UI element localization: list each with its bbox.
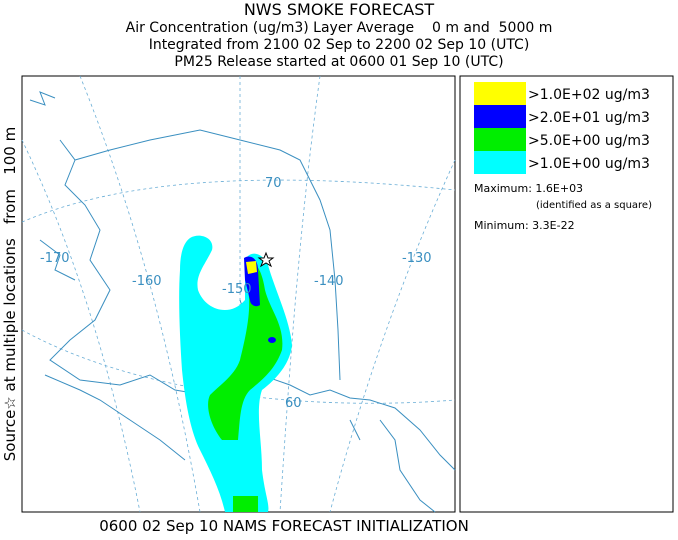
plume (233, 496, 258, 512)
legend-label: >2.0E+01 ug/m3 (528, 110, 650, 126)
plume (208, 261, 283, 440)
map-label: -140 (314, 274, 344, 289)
coastline (29, 91, 456, 513)
side-label: Source☆ at multiple locations from 100 m (1, 127, 19, 461)
map: -170 -160 -150 -140 -130 70 60 (21, 75, 456, 513)
subtitle: PM25 Release started at 0600 01 Sep 10 (… (174, 54, 503, 70)
source-star (257, 251, 275, 268)
map-label: 70 (265, 176, 282, 191)
legend-label: >1.0E+02 ug/m3 (528, 87, 650, 103)
title: NWS SMOKE FORECAST (244, 0, 435, 19)
legend-swatch (474, 128, 526, 151)
legend-swatch (474, 82, 526, 105)
map-label: -150 (222, 282, 252, 297)
map-label: -160 (132, 274, 162, 289)
minimum: Minimum: 3.3E-22 (474, 219, 575, 232)
maximum-note: (identified as a square) (536, 200, 652, 211)
legend-label: >5.0E+00 ug/m3 (528, 133, 650, 149)
subtitle: Air Concentration (ug/m3) Layer Average … (126, 20, 553, 36)
map-label: -130 (402, 251, 432, 266)
legend-swatch (474, 151, 526, 174)
legend-label: >1.0E+00 ug/m3 (528, 156, 650, 172)
plume (246, 261, 257, 274)
plume (268, 337, 276, 343)
map-label: -170 (40, 251, 70, 266)
map-label: 60 (285, 396, 302, 411)
footer: 0600 02 Sep 10 NAMS FORECAST INITIALIZAT… (99, 517, 469, 535)
legend-swatch (474, 105, 526, 128)
subtitle: Integrated from 2100 02 Sep to 2200 02 S… (149, 37, 530, 53)
maximum: Maximum: 1.6E+03 (474, 182, 583, 195)
